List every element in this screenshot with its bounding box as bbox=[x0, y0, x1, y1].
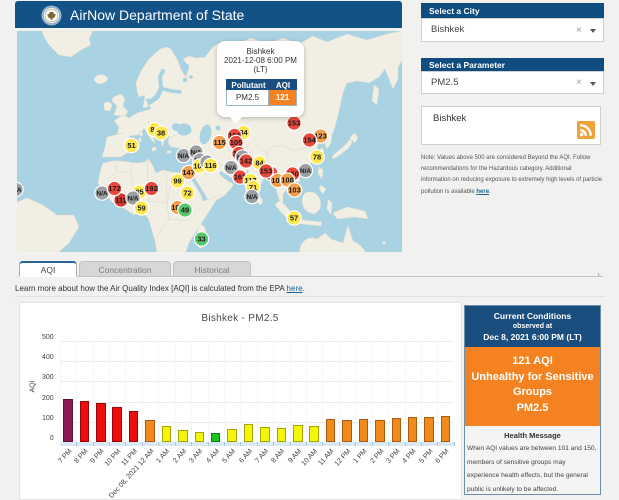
svg-text:78: 78 bbox=[313, 153, 321, 162]
svg-text:N/A: N/A bbox=[190, 150, 201, 157]
svg-text:142: 142 bbox=[240, 157, 253, 166]
svg-text:108: 108 bbox=[281, 176, 294, 185]
svg-text:84: 84 bbox=[239, 128, 248, 137]
svg-text:154: 154 bbox=[303, 136, 316, 145]
svg-text:51: 51 bbox=[127, 141, 135, 150]
svg-text:N/A: N/A bbox=[300, 168, 311, 175]
svg-text:N/A: N/A bbox=[225, 165, 236, 172]
svg-text:72: 72 bbox=[183, 189, 191, 198]
svg-text:99: 99 bbox=[173, 177, 181, 186]
svg-text:160: 160 bbox=[286, 170, 299, 179]
svg-text:N/A: N/A bbox=[246, 194, 257, 201]
svg-text:153: 153 bbox=[288, 119, 301, 128]
svg-text:116: 116 bbox=[204, 161, 216, 170]
svg-text:100: 100 bbox=[193, 162, 206, 171]
svg-text:147: 147 bbox=[182, 168, 195, 177]
svg-text:N/A: N/A bbox=[96, 191, 107, 198]
svg-text:192: 192 bbox=[145, 184, 158, 193]
svg-text:104: 104 bbox=[271, 176, 284, 185]
svg-text:85: 85 bbox=[135, 188, 143, 197]
svg-text:49: 49 bbox=[181, 206, 189, 215]
svg-text:123: 123 bbox=[314, 132, 327, 141]
svg-text:57: 57 bbox=[290, 214, 298, 223]
svg-text:71: 71 bbox=[249, 183, 257, 192]
svg-text:N/A: N/A bbox=[127, 196, 138, 203]
svg-text:38: 38 bbox=[157, 129, 165, 138]
svg-text:111: 111 bbox=[115, 196, 127, 205]
svg-text:153: 153 bbox=[260, 167, 273, 176]
svg-text:84: 84 bbox=[255, 159, 264, 168]
svg-text:59: 59 bbox=[137, 204, 145, 213]
svg-text:103: 103 bbox=[288, 186, 301, 195]
svg-text:161: 161 bbox=[234, 173, 247, 182]
svg-text:33: 33 bbox=[197, 235, 205, 244]
svg-text:105: 105 bbox=[230, 138, 243, 147]
svg-text:N/A: N/A bbox=[17, 187, 22, 194]
svg-text:115: 115 bbox=[213, 138, 225, 147]
svg-text:172: 172 bbox=[108, 184, 121, 193]
svg-text:N/A: N/A bbox=[178, 153, 189, 160]
